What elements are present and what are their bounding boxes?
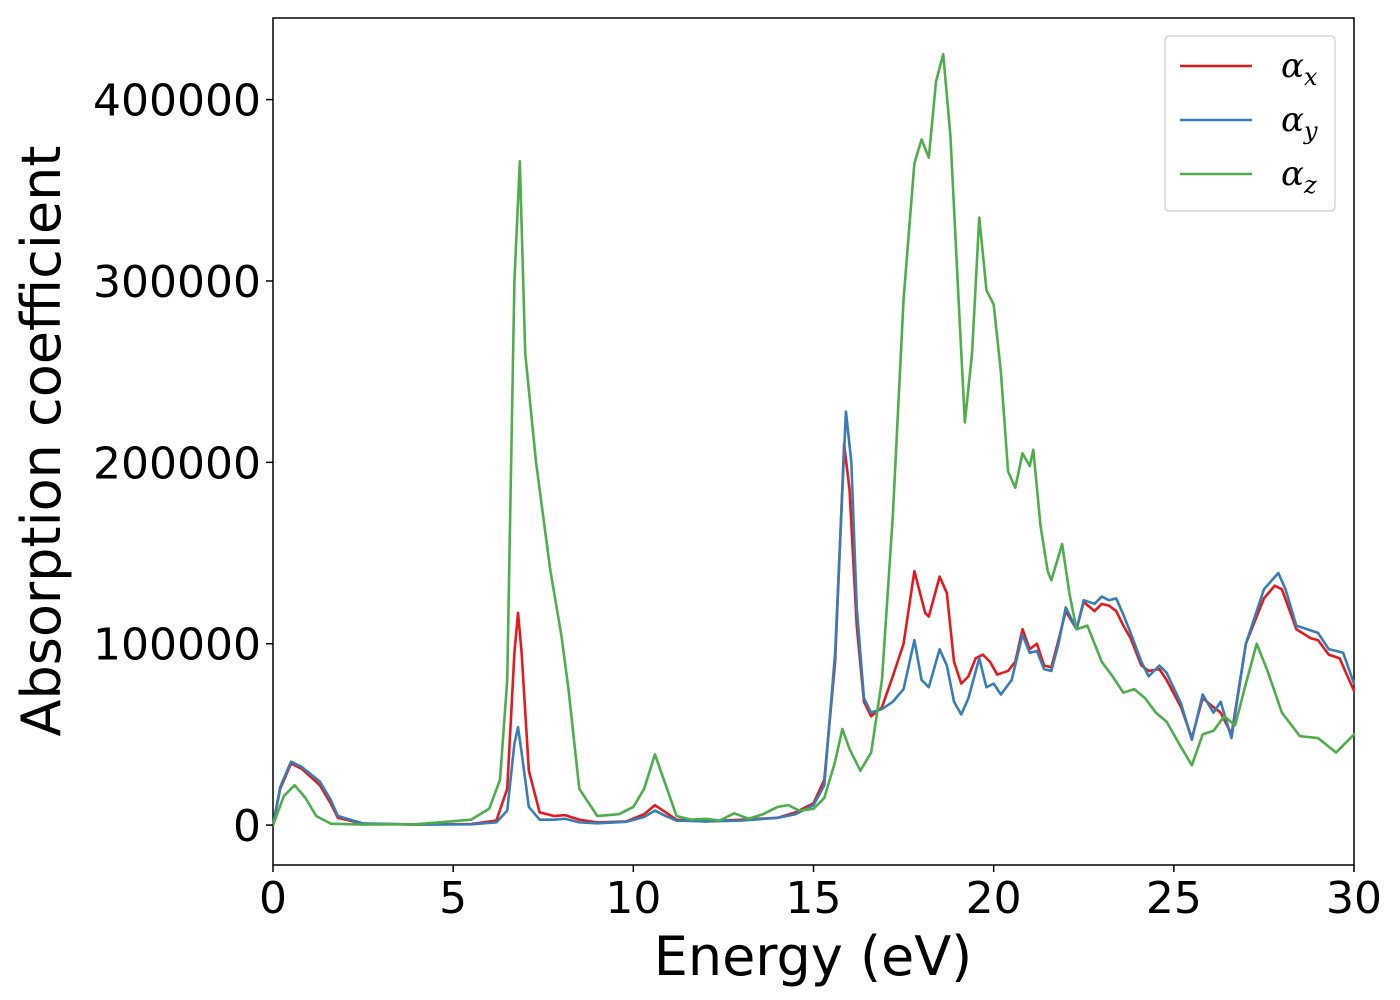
x-tick-label: 5 xyxy=(439,873,467,924)
y-axis-title: Absorption coefficient xyxy=(10,146,73,737)
x-tick-label: 25 xyxy=(1146,873,1202,924)
x-tick-label: 30 xyxy=(1326,873,1382,924)
x-tick-label: 0 xyxy=(259,873,287,924)
x-axis-title: Energy (eV) xyxy=(654,925,973,988)
y-tick-label: 200000 xyxy=(93,438,261,489)
legend-label-x: αx xyxy=(1281,46,1318,91)
legend-label-z: αz xyxy=(1281,154,1317,199)
series-line-z xyxy=(271,52,1356,827)
x-tick-label: 10 xyxy=(605,873,661,924)
x-tick-label: 20 xyxy=(966,873,1022,924)
series-line-y xyxy=(271,410,1356,827)
y-tick-label: 100000 xyxy=(93,620,261,671)
ticks-layer: 0 5 10 15 20 25 30 0 100000 200000 300000 400000 xyxy=(93,76,1382,924)
legend-frame xyxy=(1164,35,1336,212)
legend-label-y: αy xyxy=(1281,100,1318,145)
series-layer xyxy=(271,52,1356,827)
y-tick-label: 400000 xyxy=(93,76,261,127)
y-tick-label: 300000 xyxy=(93,257,261,308)
legend: αx αy αz xyxy=(1164,35,1336,212)
y-tick-label: 0 xyxy=(233,801,261,852)
x-tick-label: 15 xyxy=(786,873,842,924)
